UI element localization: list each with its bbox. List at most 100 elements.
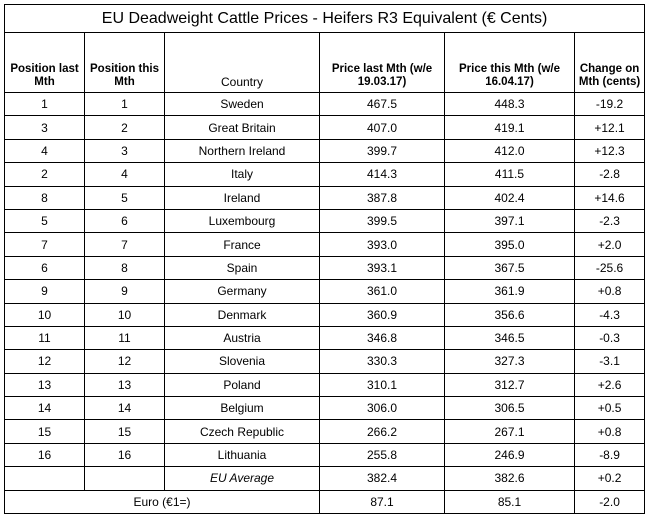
pos-last-cell: 6 bbox=[4, 255, 85, 281]
pos-this-cell: 3 bbox=[84, 138, 165, 164]
pos-last-cell: 1 bbox=[4, 91, 85, 117]
country-cell: Lithuania bbox=[164, 442, 320, 468]
change-cell: -0.3 bbox=[573, 325, 646, 351]
price-this-cell: 361.9 bbox=[444, 279, 575, 304]
price-this-cell: 411.5 bbox=[444, 162, 575, 187]
euro-label-cell: Euro (€1=) bbox=[4, 489, 320, 515]
change-cell: -19.2 bbox=[573, 91, 646, 117]
pos-this-cell: 4 bbox=[84, 162, 165, 187]
header-position-last: Position last Mth bbox=[4, 32, 85, 93]
price-this-cell: 346.5 bbox=[444, 325, 575, 351]
eu-average-row: EU Average 382.4 382.6 +0.2 bbox=[4, 466, 646, 491]
table-row: 5 6 Luxembourg 399.5 397.1 -2.3 bbox=[4, 208, 646, 234]
price-last-cell: 360.9 bbox=[319, 302, 445, 327]
change-cell: +14.6 bbox=[573, 185, 646, 210]
pos-this-cell: 1 bbox=[84, 91, 165, 117]
price-last-cell: 306.0 bbox=[319, 396, 445, 421]
price-last-cell: 407.0 bbox=[319, 115, 445, 140]
price-last-cell: 266.2 bbox=[319, 419, 445, 444]
price-last-cell: 467.5 bbox=[319, 91, 445, 117]
table-row: 14 14 Belgium 306.0 306.5 +0.5 bbox=[4, 396, 646, 421]
pos-this-cell: 2 bbox=[84, 115, 165, 140]
table-row: 13 13 Poland 310.1 312.7 +2.6 bbox=[4, 372, 646, 398]
price-this-cell: 402.4 bbox=[444, 185, 575, 210]
table-row: 1 1 Sweden 467.5 448.3 -19.2 bbox=[4, 91, 646, 117]
country-cell: Slovenia bbox=[164, 349, 320, 374]
pos-this-cell: 10 bbox=[84, 302, 165, 327]
country-cell: Great Britain bbox=[164, 115, 320, 140]
table-row: 10 10 Denmark 360.9 356.6 -4.3 bbox=[4, 302, 646, 327]
pos-this-cell: 13 bbox=[84, 372, 165, 398]
table-title: EU Deadweight Cattle Prices - Heifers R3… bbox=[3, 4, 646, 33]
country-cell: Luxembourg bbox=[164, 208, 320, 234]
price-this-cell: 395.0 bbox=[444, 232, 575, 257]
euro-price-this-cell: 85.1 bbox=[444, 489, 575, 515]
header-row: Position last Mth Position this Mth Coun… bbox=[4, 32, 646, 93]
table-row: 2 4 Italy 414.3 411.5 -2.8 bbox=[4, 162, 646, 187]
header-country: Country bbox=[164, 32, 320, 93]
price-this-cell: 246.9 bbox=[444, 442, 575, 468]
table-row: 3 2 Great Britain 407.0 419.1 +12.1 bbox=[4, 115, 646, 140]
change-cell: +2.0 bbox=[573, 232, 646, 257]
price-this-cell: 448.3 bbox=[444, 91, 575, 117]
avg-pos-last-cell bbox=[4, 466, 85, 491]
change-cell: +2.6 bbox=[573, 372, 646, 398]
price-last-cell: 310.1 bbox=[319, 372, 445, 398]
pos-last-cell: 7 bbox=[4, 232, 85, 257]
price-last-cell: 387.8 bbox=[319, 185, 445, 210]
change-cell: -8.9 bbox=[573, 442, 646, 468]
table-row: 11 11 Austria 346.8 346.5 -0.3 bbox=[4, 325, 646, 351]
price-this-cell: 356.6 bbox=[444, 302, 575, 327]
pos-last-cell: 12 bbox=[4, 349, 85, 374]
price-this-cell: 419.1 bbox=[444, 115, 575, 140]
change-cell: -2.8 bbox=[573, 162, 646, 187]
price-this-cell: 367.5 bbox=[444, 255, 575, 281]
euro-change-cell: -2.0 bbox=[573, 489, 646, 515]
table-row: 7 7 France 393.0 395.0 +2.0 bbox=[4, 232, 646, 257]
pos-last-cell: 16 bbox=[4, 442, 85, 468]
price-last-cell: 346.8 bbox=[319, 325, 445, 351]
pos-last-cell: 5 bbox=[4, 208, 85, 234]
pos-last-cell: 2 bbox=[4, 162, 85, 187]
header-position-this: Position this Mth bbox=[84, 32, 165, 93]
pos-last-cell: 3 bbox=[4, 115, 85, 140]
table-row: 16 16 Lithuania 255.8 246.9 -8.9 bbox=[4, 442, 646, 468]
change-cell: +0.5 bbox=[573, 396, 646, 421]
change-cell: -25.6 bbox=[573, 255, 646, 281]
country-cell: Austria bbox=[164, 325, 320, 351]
price-last-cell: 330.3 bbox=[319, 349, 445, 374]
pos-last-cell: 9 bbox=[4, 279, 85, 304]
pos-last-cell: 10 bbox=[4, 302, 85, 327]
price-last-cell: 393.1 bbox=[319, 255, 445, 281]
pos-last-cell: 15 bbox=[4, 419, 85, 444]
pos-this-cell: 15 bbox=[84, 419, 165, 444]
pos-last-cell: 11 bbox=[4, 325, 85, 351]
pos-this-cell: 6 bbox=[84, 208, 165, 234]
price-table: EU Deadweight Cattle Prices - Heifers R3… bbox=[3, 4, 646, 515]
table-row: 15 15 Czech Republic 266.2 267.1 +0.8 bbox=[4, 419, 646, 444]
pos-last-cell: 8 bbox=[4, 185, 85, 210]
table-row: 4 3 Northern Ireland 399.7 412.0 +12.3 bbox=[4, 138, 646, 164]
price-this-cell: 397.1 bbox=[444, 208, 575, 234]
table-row: 6 8 Spain 393.1 367.5 -25.6 bbox=[4, 255, 646, 281]
price-last-cell: 393.0 bbox=[319, 232, 445, 257]
country-cell: Poland bbox=[164, 372, 320, 398]
country-cell: Denmark bbox=[164, 302, 320, 327]
pos-this-cell: 12 bbox=[84, 349, 165, 374]
pos-last-cell: 14 bbox=[4, 396, 85, 421]
change-cell: -2.3 bbox=[573, 208, 646, 234]
pos-last-cell: 4 bbox=[4, 138, 85, 164]
country-cell: Northern Ireland bbox=[164, 138, 320, 164]
pos-this-cell: 8 bbox=[84, 255, 165, 281]
pos-last-cell: 13 bbox=[4, 372, 85, 398]
avg-change-cell: +0.2 bbox=[573, 466, 646, 491]
price-last-cell: 414.3 bbox=[319, 162, 445, 187]
pos-this-cell: 11 bbox=[84, 325, 165, 351]
price-this-cell: 306.5 bbox=[444, 396, 575, 421]
price-this-cell: 312.7 bbox=[444, 372, 575, 398]
country-cell: Belgium bbox=[164, 396, 320, 421]
price-this-cell: 327.3 bbox=[444, 349, 575, 374]
country-cell: Ireland bbox=[164, 185, 320, 210]
header-price-this: Price this Mth (w/e 16.04.17) bbox=[444, 32, 575, 93]
price-this-cell: 267.1 bbox=[444, 419, 575, 444]
